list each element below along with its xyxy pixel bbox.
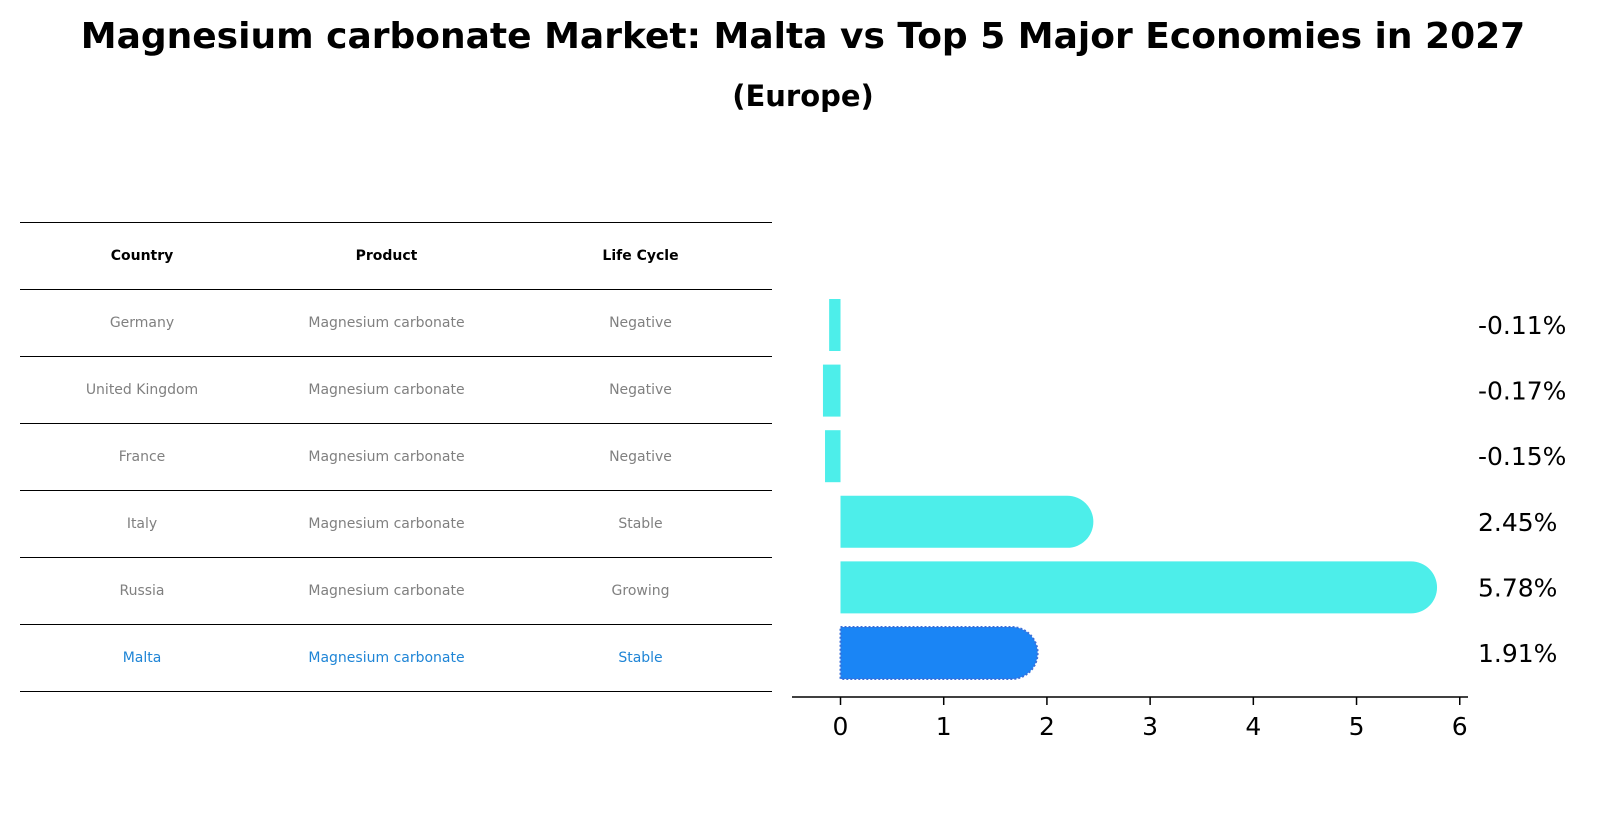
cell-product: Magnesium carbonate <box>264 557 509 625</box>
table-row-highlight: Malta Magnesium carbonate Stable <box>20 624 772 692</box>
table-header-row: Country Product Life Cycle <box>20 222 772 290</box>
x-tick-label: 2 <box>1039 712 1055 741</box>
cell-life-cycle: Stable <box>509 490 772 558</box>
bar-value-label: 1.91% <box>1478 639 1557 668</box>
cell-life-cycle: Growing <box>509 557 772 625</box>
bar <box>829 299 841 351</box>
table-row: Italy Magnesium carbonate Stable <box>20 490 772 558</box>
x-tick-label: 0 <box>833 712 849 741</box>
cell-product: Magnesium carbonate <box>264 624 509 692</box>
header-life-cycle: Life Cycle <box>509 222 772 290</box>
cell-country: Germany <box>20 289 264 357</box>
bar <box>822 364 841 417</box>
table-row: France Magnesium carbonate Negative <box>20 423 772 491</box>
cell-country: Italy <box>20 490 264 558</box>
cell-life-cycle: Negative <box>509 356 772 424</box>
bar <box>840 561 1438 614</box>
bar-value-label: 2.45% <box>1478 508 1557 537</box>
x-tick-label: 3 <box>1142 712 1158 741</box>
cell-product: Magnesium carbonate <box>264 490 509 558</box>
bar <box>840 495 1094 548</box>
cell-product: Magnesium carbonate <box>264 423 509 491</box>
bar-value-label: -0.17% <box>1478 377 1566 406</box>
cell-country: Russia <box>20 557 264 625</box>
cell-life-cycle: Stable <box>509 624 772 692</box>
cell-country: Malta <box>20 624 264 692</box>
bar-value-label: 5.78% <box>1478 573 1557 602</box>
cell-life-cycle: Negative <box>509 289 772 357</box>
header-product: Product <box>264 222 509 290</box>
chart-subtitle: (Europe) <box>732 79 874 113</box>
cell-life-cycle: Negative <box>509 423 772 491</box>
bar-value-label: -0.15% <box>1478 442 1566 471</box>
cell-product: Magnesium carbonate <box>264 356 509 424</box>
table-row: Germany Magnesium carbonate Negative <box>20 289 772 357</box>
chart-title: Magnesium carbonate Market: Malta vs Top… <box>80 16 1526 57</box>
cell-country: France <box>20 423 264 491</box>
table-row: United Kingdom Magnesium carbonate Negat… <box>20 356 772 424</box>
header-country: Country <box>20 222 264 290</box>
x-tick-label: 6 <box>1452 712 1468 741</box>
country-table: Country Product Life Cycle Germany Magne… <box>20 222 772 692</box>
x-tick-label: 4 <box>1245 712 1261 741</box>
cell-country: United Kingdom <box>20 356 264 424</box>
table-row: Russia Magnesium carbonate Growing <box>20 557 772 625</box>
cell-product: Magnesium carbonate <box>264 289 509 357</box>
x-tick-label: 1 <box>936 712 952 741</box>
bar <box>825 430 841 483</box>
x-tick-label: 5 <box>1349 712 1365 741</box>
bar-value-label: -0.11% <box>1478 311 1566 340</box>
bar <box>839 626 1039 680</box>
